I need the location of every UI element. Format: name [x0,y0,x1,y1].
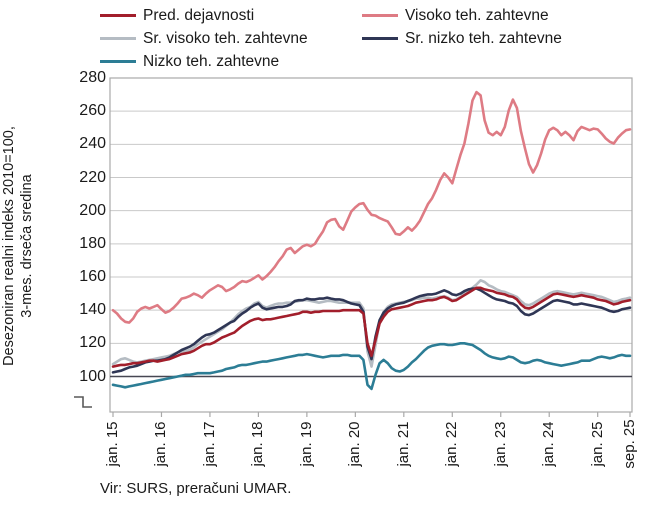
legend-label: Sr. nizko teh. zahtevne [405,29,562,47]
legend-label: Visoko teh. zahtevne [405,6,549,24]
legend-item-sr-nizko: Sr. nizko teh. zahtevne [362,30,562,48]
x-tick-label: jan. 22 [443,421,461,467]
legend-label: Nizko teh. zahtevne [143,52,280,70]
legend-swatch-line-icon [100,13,136,18]
source-note: Vir: SURS, preračuni UMAR. [100,480,292,497]
x-tick-label: jan. 15 [104,421,121,467]
y-axis-title-line2: 3-mes. drseča sredina [18,174,35,318]
y-tick-label: 200 [79,201,106,219]
x-tick-label: sep. 25 [621,419,638,469]
x-tick-label: jan. 16 [152,421,170,467]
legend-label: Pred. dejavnosti [143,6,255,24]
x-tick-label: jan. 24 [540,421,558,467]
chart-legend: Pred. dejavnosti Visoko teh. zahtevne Sr… [100,4,645,73]
x-tick-label: jan. 25 [588,421,606,467]
y-axis-title-line1: Desezoniran realni indeks 2010=100, [1,126,17,366]
y-axis-title: Desezoniran realni indeks 2010=100, 3-me… [1,91,37,401]
legend-item-nizko: Nizko teh. zahtevne [100,53,346,71]
legend-swatch-line-icon [100,36,136,41]
y-tick-label: 140 [79,301,106,319]
y-tick-label: 280 [79,69,106,86]
y-tick-label: 100 [79,367,106,385]
x-tick-label: jan. 19 [297,421,315,467]
x-tick-label: jan. 20 [346,421,364,467]
x-tick-label: jan. 17 [200,421,218,467]
legend-swatch-line-icon [100,59,136,64]
x-tick-label: jan. 21 [394,421,412,467]
x-tick-label: jan. 23 [491,421,509,467]
legend-item-visoko: Visoko teh. zahtevne [362,7,549,25]
y-tick-label: 260 [79,102,106,120]
y-tick-label: 180 [79,234,106,252]
y-tick-label: 220 [79,168,106,186]
legend-label: Sr. visoko teh. zahtevne [143,29,308,47]
legend-item-pred-dejavnosti: Pred. dejavnosti [100,7,346,25]
legend-item-sr-visoko: Sr. visoko teh. zahtevne [100,30,346,48]
y-tick-label: 240 [79,135,106,153]
legend-swatch-line-icon [362,13,398,18]
y-tick-label: 160 [79,268,106,285]
y-tick-label: 120 [79,334,106,352]
x-tick-label: jan. 18 [249,421,267,467]
legend-swatch-line-icon [362,36,398,41]
